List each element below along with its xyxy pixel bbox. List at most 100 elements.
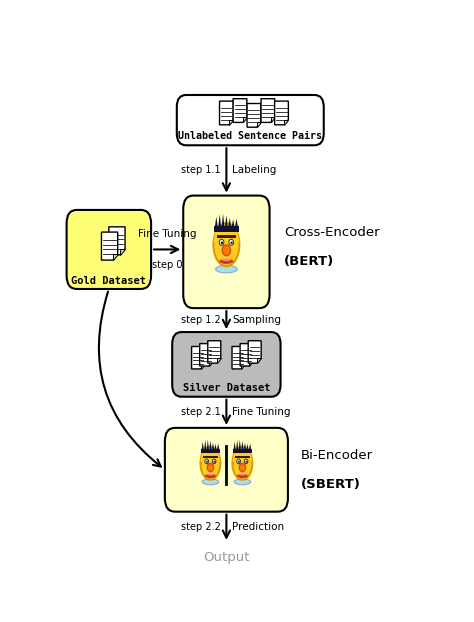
FancyBboxPatch shape (66, 210, 151, 289)
Polygon shape (235, 456, 249, 458)
FancyBboxPatch shape (172, 332, 281, 397)
Polygon shape (200, 343, 213, 366)
Polygon shape (191, 346, 205, 369)
Polygon shape (241, 441, 244, 450)
Circle shape (214, 461, 215, 463)
Polygon shape (219, 101, 233, 125)
Text: Unlabeled Sentence Pairs: Unlabeled Sentence Pairs (178, 131, 322, 141)
Polygon shape (214, 443, 217, 450)
Polygon shape (101, 232, 118, 260)
Polygon shape (234, 442, 236, 450)
Circle shape (221, 241, 223, 244)
Polygon shape (221, 214, 225, 227)
Polygon shape (235, 219, 238, 227)
Polygon shape (228, 218, 231, 227)
Text: (BERT): (BERT) (284, 255, 335, 268)
Circle shape (229, 239, 234, 246)
FancyBboxPatch shape (177, 95, 324, 146)
Text: Fine Tuning: Fine Tuning (138, 229, 196, 239)
FancyBboxPatch shape (183, 195, 270, 308)
Ellipse shape (213, 223, 239, 266)
Ellipse shape (221, 229, 232, 235)
Circle shape (207, 463, 214, 471)
Text: step 1.1: step 1.1 (181, 165, 221, 175)
Polygon shape (109, 227, 125, 255)
FancyArrowPatch shape (99, 292, 161, 466)
Polygon shape (201, 364, 205, 369)
Ellipse shape (221, 258, 231, 263)
Polygon shape (257, 358, 261, 363)
Polygon shape (113, 254, 118, 260)
Ellipse shape (238, 451, 246, 456)
Text: Prediction: Prediction (232, 522, 284, 532)
Polygon shape (241, 364, 245, 369)
Text: step 2.1: step 2.1 (181, 407, 221, 417)
Text: step 0: step 0 (152, 260, 182, 270)
Polygon shape (215, 216, 218, 227)
Ellipse shape (232, 447, 252, 480)
Text: step 1.2: step 1.2 (181, 315, 221, 325)
Polygon shape (246, 443, 249, 450)
Polygon shape (204, 440, 206, 450)
Ellipse shape (207, 474, 214, 477)
Ellipse shape (216, 266, 237, 273)
Polygon shape (207, 440, 209, 450)
Circle shape (219, 239, 224, 246)
Polygon shape (247, 103, 261, 128)
Polygon shape (239, 440, 241, 450)
Polygon shape (208, 341, 221, 363)
Circle shape (239, 463, 246, 471)
Text: Bi-Encoder: Bi-Encoder (301, 449, 373, 462)
FancyBboxPatch shape (165, 428, 288, 512)
Circle shape (205, 459, 209, 464)
Polygon shape (217, 235, 236, 238)
Polygon shape (243, 117, 247, 123)
Text: Cross-Encoder: Cross-Encoder (284, 226, 380, 239)
Ellipse shape (206, 451, 215, 456)
Circle shape (212, 459, 216, 464)
Polygon shape (217, 443, 219, 450)
Circle shape (230, 241, 233, 244)
Polygon shape (232, 220, 235, 227)
Text: Fine Tuning: Fine Tuning (232, 407, 291, 417)
Polygon shape (248, 341, 261, 363)
Ellipse shape (201, 447, 220, 480)
Circle shape (244, 459, 248, 464)
Polygon shape (233, 99, 247, 123)
Polygon shape (261, 99, 275, 123)
Ellipse shape (234, 479, 251, 485)
Polygon shape (225, 215, 228, 227)
Polygon shape (249, 443, 251, 450)
Polygon shape (201, 442, 204, 450)
Polygon shape (233, 449, 252, 453)
Circle shape (237, 459, 240, 464)
Polygon shape (274, 101, 288, 125)
Text: Gold Dataset: Gold Dataset (72, 276, 146, 285)
Text: Labeling: Labeling (232, 165, 276, 175)
Polygon shape (218, 215, 221, 227)
Polygon shape (214, 226, 238, 231)
Polygon shape (240, 343, 253, 366)
Polygon shape (271, 117, 275, 123)
Polygon shape (201, 449, 220, 453)
Polygon shape (210, 441, 211, 450)
Polygon shape (209, 361, 213, 366)
Polygon shape (284, 119, 288, 125)
Polygon shape (217, 358, 221, 363)
Polygon shape (249, 361, 253, 366)
Circle shape (206, 461, 208, 463)
Polygon shape (120, 249, 125, 255)
Text: step 2.2: step 2.2 (181, 522, 221, 532)
Text: Sampling: Sampling (232, 315, 281, 325)
Polygon shape (213, 231, 239, 243)
Polygon shape (212, 443, 214, 450)
Polygon shape (236, 440, 238, 450)
Text: Output: Output (203, 552, 250, 564)
Polygon shape (229, 119, 233, 125)
Text: (SBERT): (SBERT) (301, 478, 361, 491)
Polygon shape (232, 346, 245, 369)
Circle shape (238, 461, 240, 463)
Circle shape (222, 245, 230, 256)
Circle shape (246, 461, 247, 463)
Polygon shape (201, 452, 220, 462)
